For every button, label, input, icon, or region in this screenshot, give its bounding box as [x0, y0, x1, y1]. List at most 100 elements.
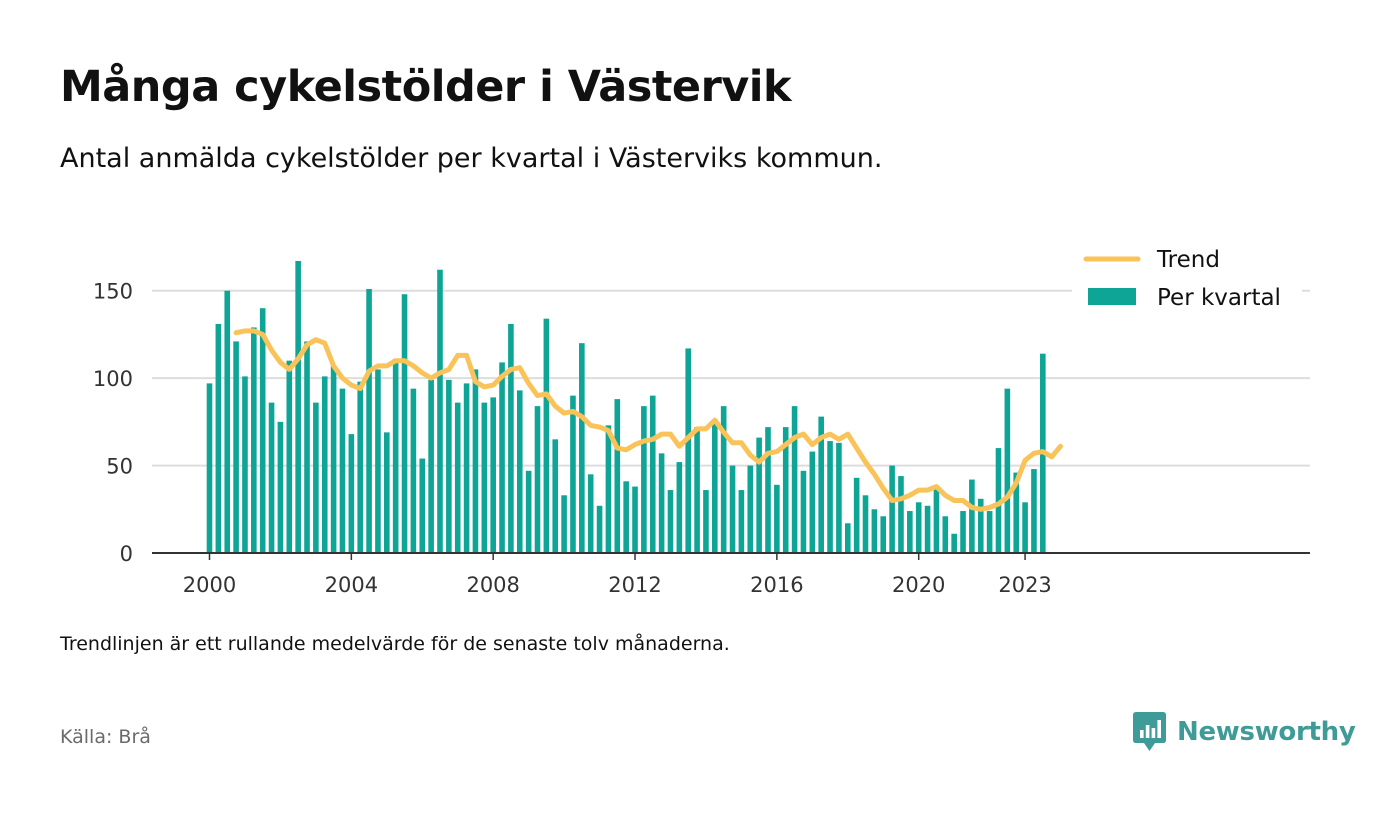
bar: [446, 379, 452, 553]
bar: [233, 341, 239, 553]
bar: [782, 427, 789, 553]
bar: [525, 470, 532, 553]
bar: [463, 383, 470, 553]
bar: [747, 465, 754, 553]
bar: [641, 406, 647, 553]
chart-note: Trendlinjen är ett rullande medelvärde f…: [60, 633, 730, 655]
bar: [853, 477, 860, 553]
bar: [720, 406, 727, 553]
bar: [898, 476, 904, 553]
bar: [224, 290, 231, 553]
x-tick-label: 2004: [325, 573, 378, 597]
bar: [348, 434, 355, 553]
bar: [667, 490, 674, 553]
bar: [304, 341, 310, 553]
bar: [570, 395, 576, 553]
bar: [703, 490, 709, 553]
bar: [969, 479, 975, 553]
bar: [366, 288, 372, 553]
bar: [907, 511, 913, 553]
chart-title: Många cykelstölder i Västervik: [60, 62, 792, 112]
bar: [765, 427, 771, 553]
bar: [960, 511, 966, 553]
bar: [242, 376, 248, 553]
bar: [481, 402, 488, 553]
source-label: Källa: Brå: [60, 726, 151, 748]
bar: [880, 516, 887, 553]
bar: [827, 441, 833, 553]
bar: [951, 533, 957, 553]
bar: [587, 474, 594, 553]
legend-label-trend: Trend: [1156, 247, 1220, 273]
x-tick-label: 2016: [750, 573, 803, 597]
bar: [428, 379, 434, 553]
bar: [1004, 388, 1011, 553]
bar: [844, 523, 851, 553]
newsworthy-logo-icon: [1133, 712, 1166, 751]
bar: [330, 365, 337, 553]
bar: [889, 465, 895, 553]
bar: [321, 376, 328, 553]
bar: [437, 269, 443, 553]
bar: [268, 402, 275, 553]
bar: [384, 432, 390, 553]
bar: [357, 381, 364, 553]
bar: [800, 470, 807, 553]
bar: [286, 360, 293, 553]
bar: [924, 505, 931, 553]
bar: [791, 406, 798, 553]
bar: [818, 416, 824, 553]
bar: [995, 448, 1002, 553]
legend-label-bars: Per kvartal: [1157, 285, 1281, 311]
bar: [410, 388, 417, 553]
bar: [516, 390, 523, 553]
bar: [614, 399, 621, 553]
bar: [472, 369, 479, 553]
bar: [738, 490, 745, 553]
bar: [206, 383, 213, 553]
bar: [809, 451, 816, 553]
bar: [977, 498, 984, 553]
bar: [712, 420, 718, 553]
bar: [942, 516, 949, 553]
bar: [1031, 469, 1037, 553]
y-tick-label: 50: [106, 455, 133, 479]
bar: [774, 484, 780, 553]
bar: [490, 397, 496, 553]
brand-name: Newsworthy: [1177, 717, 1356, 747]
bar: [419, 458, 426, 553]
bar: [605, 425, 612, 553]
chart-subtitle: Antal anmälda cykelstölder per kvartal i…: [60, 143, 883, 174]
bar: [649, 395, 656, 553]
x-tick-label: 2020: [892, 573, 945, 597]
bar: [729, 465, 736, 553]
bar: [1013, 472, 1020, 553]
bar: [543, 318, 550, 553]
bar: [277, 421, 284, 553]
bar: [561, 495, 567, 553]
x-tick-label: 2000: [183, 573, 236, 597]
y-tick-label: 100: [93, 367, 133, 391]
y-tick-label: 0: [120, 542, 133, 566]
bar: [401, 294, 408, 553]
bar: [871, 509, 878, 553]
bar: [251, 327, 257, 553]
legend-swatch-bars: [1088, 288, 1136, 305]
bar: [632, 486, 638, 553]
x-tick-label: 2012: [608, 573, 661, 597]
brand-logo[interactable]: Newsworthy: [1133, 712, 1356, 752]
bar: [259, 308, 266, 553]
bar: [623, 481, 629, 553]
bar: [534, 406, 541, 553]
bar: [552, 439, 559, 553]
bar: [295, 260, 301, 553]
bar: [836, 442, 842, 553]
bar: [694, 427, 700, 553]
bar: [676, 462, 683, 553]
x-tick-label: 2008: [466, 573, 519, 597]
bar: [392, 358, 399, 553]
bar: [454, 402, 461, 553]
bar: [596, 505, 603, 553]
bar: [579, 343, 585, 553]
